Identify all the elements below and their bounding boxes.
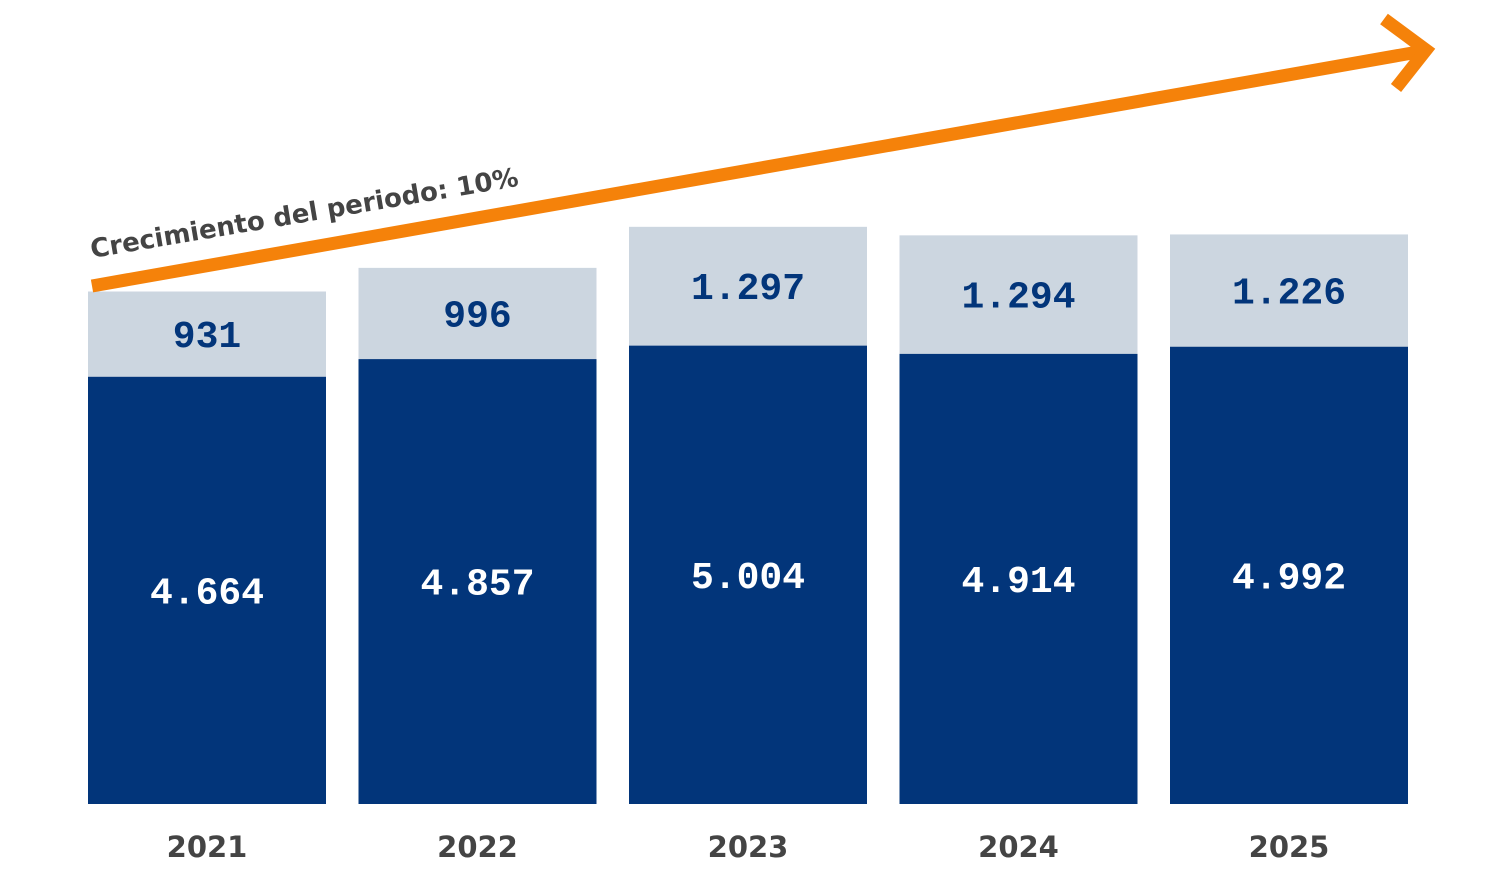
data-label-top: 1.294 bbox=[961, 277, 1075, 320]
growth-arrow-head bbox=[1380, 13, 1436, 93]
x-tick-label: 2022 bbox=[437, 830, 518, 864]
data-label-base: 4.992 bbox=[1232, 557, 1346, 600]
data-label-top: 1.297 bbox=[691, 268, 805, 311]
bar-segment-base bbox=[88, 376, 326, 804]
bar-segment-top bbox=[899, 235, 1138, 354]
bar-segment-top bbox=[629, 226, 867, 346]
x-tick-label: 2025 bbox=[1249, 830, 1330, 864]
x-tick-label: 2021 bbox=[167, 830, 248, 864]
bars-group: 931 4.664 2021 996 4.857 2022 1.297 5.004 2023 1.… bbox=[88, 226, 1408, 864]
data-label-base: 5.004 bbox=[691, 557, 805, 600]
bar-segment-top bbox=[358, 267, 597, 360]
bar-segment-base bbox=[629, 345, 867, 804]
x-tick-label: 2023 bbox=[708, 830, 789, 864]
data-label-top: 931 bbox=[173, 316, 241, 359]
bar-segment-top bbox=[88, 291, 326, 377]
bar-segment-base bbox=[899, 353, 1138, 804]
data-label-top: 1.226 bbox=[1232, 273, 1346, 316]
data-label-base: 4.857 bbox=[420, 564, 534, 607]
bar-segment-top bbox=[1170, 234, 1408, 347]
data-label-top: 996 bbox=[443, 295, 511, 338]
bar-segment-base bbox=[358, 359, 597, 804]
data-label-base: 4.914 bbox=[961, 561, 1075, 604]
bar-segment-base bbox=[1170, 346, 1408, 804]
x-tick-label: 2024 bbox=[978, 830, 1059, 864]
growth-arrow-shaft bbox=[90, 45, 1420, 293]
data-label-base: 4.664 bbox=[150, 572, 264, 615]
